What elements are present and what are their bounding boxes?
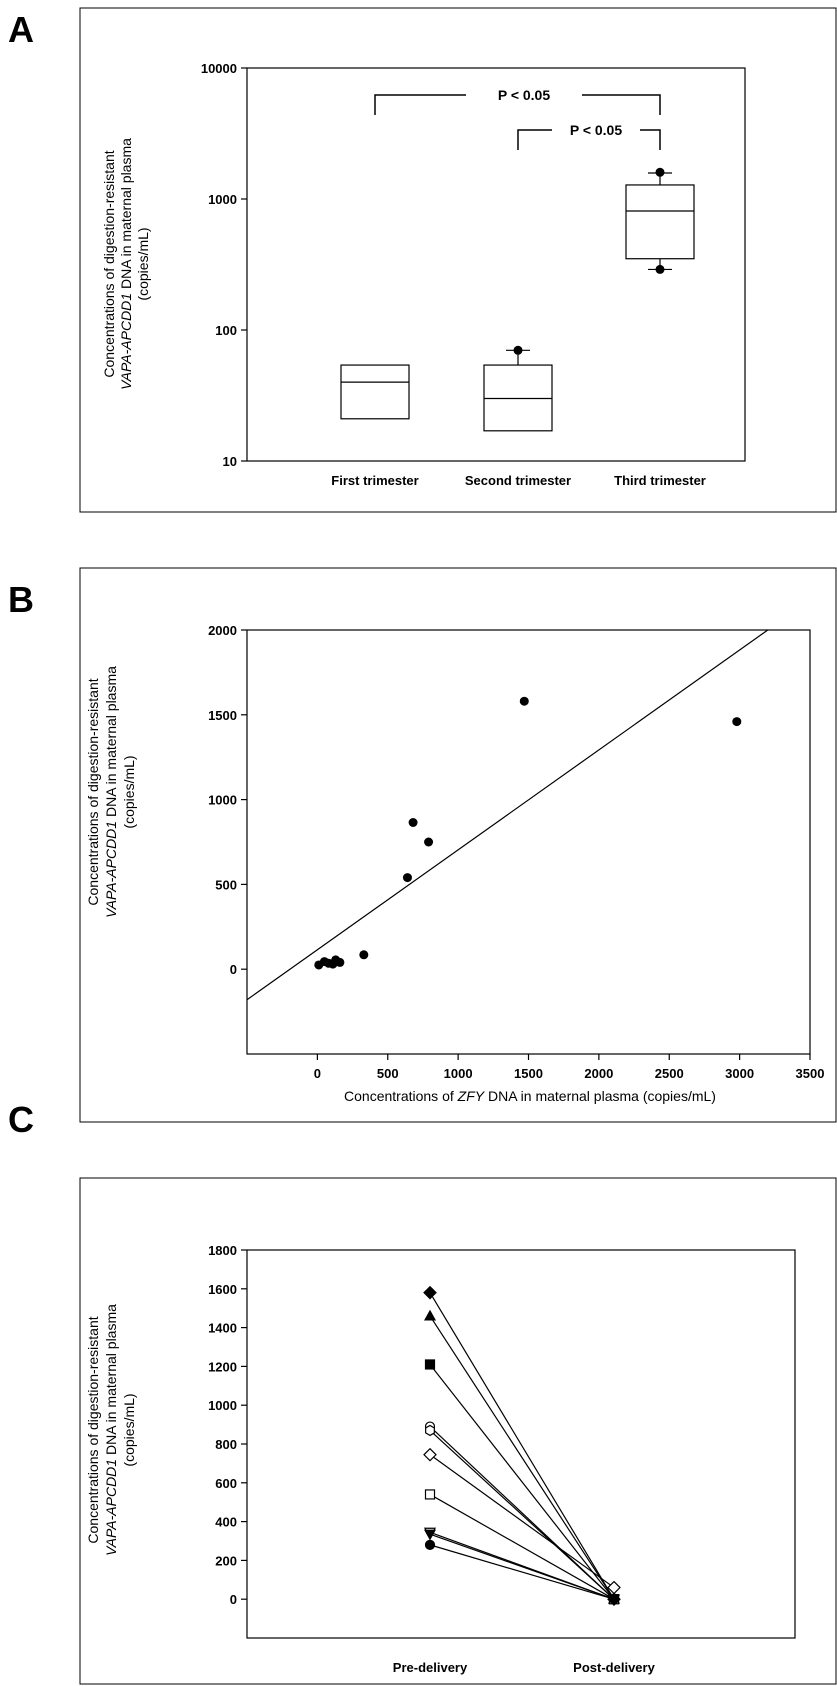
panel-c-marker [423,1447,437,1462]
panel-b-point [408,817,418,827]
panel-a-bracket [517,129,661,150]
panel-b-xtick-label: 1500 [514,1066,543,1081]
panel-c-marker [424,1489,436,1500]
panel-b-point [402,873,412,883]
panel-a-xtick-label: Third trimester [614,473,706,488]
panel-b-ytick-label: 2000 [208,623,237,638]
panel-c-series-line [429,1454,615,1589]
panel-b-xtick-label: 3000 [725,1066,754,1081]
panel-b-xlabel: Concentrations of ZFY DNA in maternal pl… [344,1088,716,1104]
panel-c-series-line [429,1364,615,1600]
panel-c-ytick-label: 600 [215,1476,237,1491]
panel-b-point [424,837,434,847]
panel-c-ytick-label: 0 [230,1592,237,1607]
panel-b-point [335,957,345,967]
panel-b-ylabel-2: VAPA-APCDD1 DNA in maternal plasma [103,666,119,918]
panel-c-ylabel-1: Concentrations of digestion-resistant [85,1316,101,1543]
panel-c-marker [608,1594,620,1605]
panel-b-point [732,717,742,727]
panel-letter-a: A [8,9,34,50]
panel-b-xtick-label: 500 [377,1066,399,1081]
panel-letter-c: C [8,1099,34,1140]
panel-a-box [625,184,695,260]
panel-c-ytick-label: 400 [215,1515,237,1530]
panel-c-ytick-label: 1800 [208,1243,237,1258]
panel-c-ylabel-3: (copies/mL) [121,1393,137,1466]
panel-c-series-line [429,1493,615,1600]
panel-c-ytick-label: 1600 [208,1282,237,1297]
panel-c-ytick-label: 800 [215,1437,237,1452]
panel-a-ytick-label: 10000 [201,61,237,76]
panel-c-ytick-label: 200 [215,1553,237,1568]
panel-a-outlier [513,345,523,355]
panel-a-plot-area [246,67,746,462]
panel-b-chart: 0 500 1000 1500 2000 0 500 1000 1500 2000 2500 300… [85,623,824,1104]
panel-a-ylabel-2: VAPA-APCDD1 DNA in maternal plasma [118,138,134,390]
panel-c-series-line [429,1429,615,1600]
panel-a-ytick-label: 1000 [208,192,237,207]
panel-c-series-line [429,1533,615,1600]
panel-a-pvalue: P < 0.05 [498,87,551,103]
panel-a-ylabel-1: Concentrations of digestion-resistant [101,150,117,377]
panel-c-series-line [429,1544,615,1600]
panel-a-ylabel-3: (copies/mL) [135,227,151,300]
panel-c-chart: 0 200 400 600 800 1000 1200 1400 1600 1800 Pre-de… [85,1243,796,1675]
panel-c-series-line [429,1315,615,1600]
panel-b-ytick-label: 1000 [208,793,237,808]
panel-b-ytick-label: 0 [230,962,237,977]
panel-letter-b: B [8,579,34,620]
panel-b-xtick-label: 0 [314,1066,321,1081]
panel-c-series-line [429,1292,615,1600]
panel-b-ylabel-1: Concentrations of digestion-resistant [85,678,101,905]
panel-b-xtick-label: 3500 [796,1066,825,1081]
panel-c-ytick-label: 1200 [208,1359,237,1374]
panel-b-ylabel-3: (copies/mL) [121,755,137,828]
panel-b-plot-area [246,629,811,1055]
panel-c-xtick-label: Pre-delivery [393,1660,468,1675]
panel-c-marker [424,1359,436,1370]
panel-a-outlier [655,264,665,274]
panel-c-frame [79,1177,837,1685]
panel-a-outlier [655,167,665,177]
panel-a-frame [79,7,837,513]
panel-b-xtick-label: 1000 [444,1066,473,1081]
panel-b-xtick-label: 2500 [655,1066,684,1081]
panel-c-xtick-label: Post-delivery [573,1660,655,1675]
panel-a-xtick-label: First trimester [331,473,418,488]
panel-c-ytick-label: 1000 [208,1398,237,1413]
panel-b-ytick-label: 1500 [208,708,237,723]
panel-a-pvalue: P < 0.05 [570,122,623,138]
panel-c-marker [425,1424,435,1437]
panel-b-regression-line [246,629,769,1001]
panel-a-xtick-label: Second trimester [465,473,571,488]
panel-c-marker [607,1580,621,1595]
panel-b-point [359,950,369,960]
panel-a-box [340,364,410,420]
panel-c-marker [424,1539,436,1550]
panel-b-point [519,696,529,706]
panel-a-chart: 10 100 1000 10000 First trimester Second tri… [101,61,746,488]
panel-c-ylabel-2: VAPA-APCDD1 DNA in maternal plasma [103,1304,119,1556]
panel-b-xtick-label: 2000 [584,1066,613,1081]
panel-b-frame [79,567,837,1123]
panel-c-marker [423,1285,437,1300]
panel-a-ytick-label: 100 [215,323,237,338]
panel-c-marker [423,1529,437,1541]
panel-c-ytick-label: 1400 [208,1321,237,1336]
panel-c-marker [423,1309,437,1321]
panel-b-ytick-label: 500 [215,877,237,892]
panel-a-bracket [374,94,661,115]
panel-a-ytick-label: 10 [223,454,237,469]
